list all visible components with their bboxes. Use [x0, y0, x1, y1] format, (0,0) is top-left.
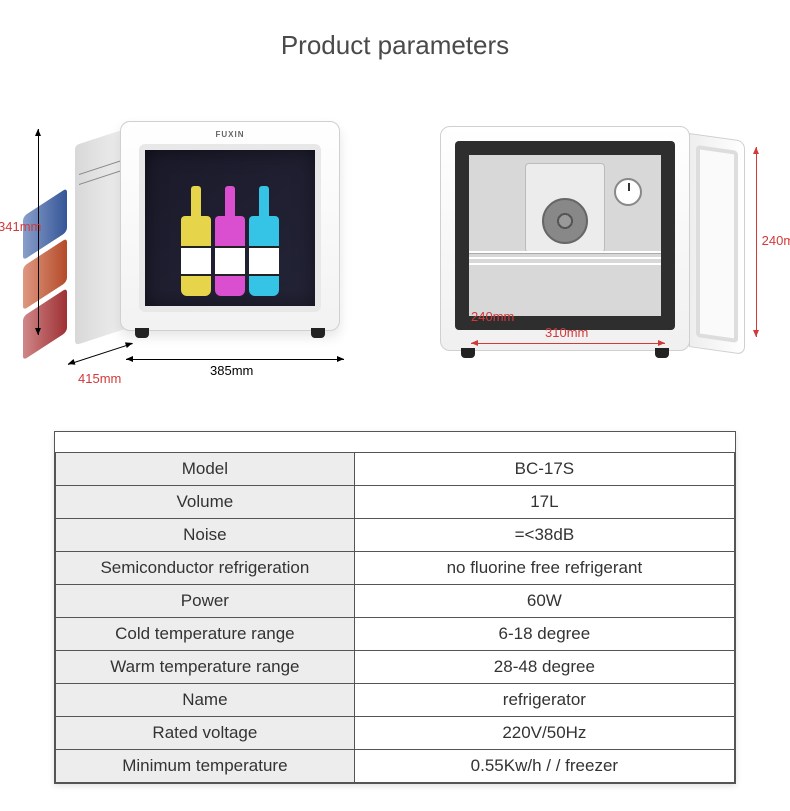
table-row: Namerefrigerator — [56, 684, 735, 717]
fan-icon — [542, 198, 588, 244]
spec-value: 17L — [354, 486, 734, 519]
open-door-panel — [689, 133, 745, 355]
depth-arrow — [68, 343, 133, 365]
fridge-foot — [311, 328, 325, 338]
width-arrow — [126, 359, 344, 360]
spec-key: Semiconductor refrigeration — [56, 552, 355, 585]
fridge-foot — [461, 348, 475, 358]
interior-height-arrow — [756, 147, 757, 337]
cans-illustration — [23, 188, 67, 361]
interior-height-dim-label: 240mm — [762, 233, 790, 248]
fridge-foot — [135, 328, 149, 338]
depth-dim-label: 415mm — [78, 371, 121, 386]
spec-value: BC-17S — [354, 453, 734, 486]
table-row: Noise=<38dB — [56, 519, 735, 552]
bottle-illustration — [215, 186, 245, 296]
spec-key: Cold temperature range — [56, 618, 355, 651]
back-panel — [469, 155, 661, 316]
page-title: Product parameters — [0, 0, 790, 71]
interior-width-arrow — [471, 343, 665, 344]
fridge-open-illustration: 240mm 240mm 310mm — [440, 126, 690, 351]
table-row: ModelBC-17S — [56, 453, 735, 486]
spec-key: Volume — [56, 486, 355, 519]
fridge-closed-illustration: FUXIN — [120, 121, 340, 331]
bottle-illustration — [249, 186, 279, 296]
spec-value: =<38dB — [354, 519, 734, 552]
spec-value: 0.55Kw/h / / freezer — [354, 750, 734, 783]
interior-width-dim-label: 310mm — [545, 325, 588, 340]
table-row: Cold temperature range6-18 degree — [56, 618, 735, 651]
fridge-front-panel: FUXIN — [120, 121, 340, 331]
fridge-interior — [455, 141, 675, 330]
exterior-view: FUXIN 341mm 415mm 385mm — [60, 101, 400, 421]
spec-value: 28-48 degree — [354, 651, 734, 684]
fridge-side-panel — [75, 129, 125, 345]
interior-depth-dim-label: 240mm — [471, 309, 514, 324]
width-dim-label: 385mm — [210, 363, 253, 378]
spec-value: 220V/50Hz — [354, 717, 734, 750]
spec-table: ModelBC-17SVolume17LNoise=<38dBSemicondu… — [55, 452, 735, 783]
spec-key: Minimum temperature — [56, 750, 355, 783]
dimension-diagrams: FUXIN 341mm 415mm 385mm — [0, 71, 790, 421]
spec-key: Power — [56, 585, 355, 618]
spec-value: 6-18 degree — [354, 618, 734, 651]
spec-value: refrigerator — [354, 684, 734, 717]
table-row: Minimum temperature0.55Kw/h / / freezer — [56, 750, 735, 783]
spec-value: 60W — [354, 585, 734, 618]
table-row: Semiconductor refrigerationno fluorine f… — [56, 552, 735, 585]
table-row: Warm temperature range28-48 degree — [56, 651, 735, 684]
spec-key: Warm temperature range — [56, 651, 355, 684]
spec-key: Model — [56, 453, 355, 486]
brand-label: FUXIN — [216, 130, 245, 139]
thermostat-dial — [614, 178, 642, 206]
table-row: Rated voltage220V/50Hz — [56, 717, 735, 750]
cooling-unit — [525, 163, 605, 253]
wire-shelf — [469, 251, 661, 253]
bottle-illustration — [181, 186, 211, 296]
spec-key: Rated voltage — [56, 717, 355, 750]
spec-key: Noise — [56, 519, 355, 552]
spec-value: no fluorine free refrigerant — [354, 552, 734, 585]
glass-door — [139, 144, 321, 312]
spec-key: Name — [56, 684, 355, 717]
fridge-foot — [655, 348, 669, 358]
spec-table-frame: ModelBC-17SVolume17LNoise=<38dBSemicondu… — [54, 431, 736, 784]
table-row: Volume17L — [56, 486, 735, 519]
interior-view: 240mm 240mm 310mm — [420, 101, 760, 421]
height-dim-label: 341mm — [0, 219, 41, 234]
table-row: Power60W — [56, 585, 735, 618]
